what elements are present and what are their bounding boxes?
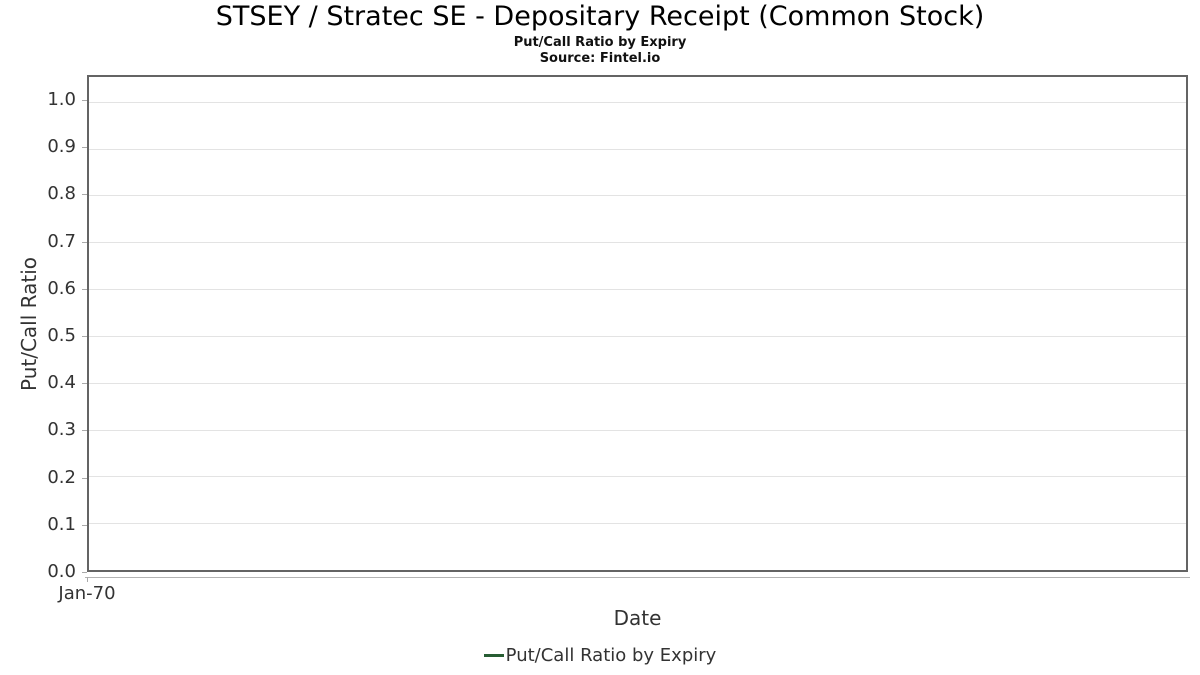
- y-tick-label: 0.8: [47, 183, 76, 205]
- gridline: [89, 101, 1186, 103]
- legend-line-swatch: [483, 654, 504, 657]
- y-tick-mark: [82, 336, 87, 337]
- legend-item: Put/Call Ratio by Expiry: [483, 645, 717, 666]
- gridline: [89, 289, 1186, 291]
- y-tick-label: 0.7: [47, 230, 76, 252]
- gridline: [89, 195, 1186, 197]
- gridline: [89, 242, 1186, 244]
- plot-area: [87, 75, 1188, 572]
- gridline: [89, 429, 1186, 431]
- y-tick-label: 0.0: [47, 561, 76, 583]
- x-tick-mark: [87, 577, 88, 582]
- gridline: [89, 335, 1186, 337]
- y-tick-mark: [82, 572, 87, 573]
- y-tick-mark: [82, 288, 87, 290]
- y-tick-mark: [82, 524, 87, 526]
- y-tick-mark: [82, 430, 87, 432]
- y-tick-label: 0.4: [47, 372, 76, 394]
- gridline: [89, 523, 1186, 525]
- chart-subtitle: Put/Call Ratio by Expiry: [513, 35, 687, 50]
- x-tick-label: Jan-70: [58, 583, 116, 604]
- y-tick-label: 1.0: [47, 89, 76, 111]
- y-tick-label: 0.3: [47, 419, 76, 441]
- y-tick-label: 0.5: [47, 325, 76, 347]
- x-axis: Jan-70: [58, 577, 1188, 607]
- gridline: [89, 382, 1186, 384]
- y-axis: 0.0 0.1 0.2 0.3 0.4 0.5 0.6 0.7 0.8 0.9 1.0: [0, 75, 87, 582]
- y-axis-title: Put/Call Ratio: [17, 256, 41, 392]
- y-tick-mark: [82, 383, 87, 385]
- y-tick-label: 0.9: [47, 136, 76, 158]
- y-tick-mark: [82, 100, 87, 101]
- chart-source-label: Source: Fintel.io: [539, 51, 661, 66]
- gridline: [89, 476, 1186, 478]
- chart-title: STSEY / Stratec SE - Depositary Receipt …: [215, 1, 985, 32]
- y-tick-label: 0.2: [47, 466, 76, 488]
- gridline: [89, 148, 1186, 150]
- x-axis-line: [85, 577, 1190, 578]
- y-tick-mark: [82, 147, 87, 149]
- y-tick-mark: [82, 477, 87, 479]
- legend: Put/Call Ratio by Expiry: [0, 645, 1200, 666]
- y-tick-label: 0.1: [47, 513, 76, 535]
- y-tick-mark: [82, 194, 87, 196]
- y-tick-mark: [82, 241, 87, 243]
- x-axis-title: Date: [613, 606, 662, 630]
- y-tick-label: 0.6: [47, 277, 76, 299]
- legend-label: Put/Call Ratio by Expiry: [505, 645, 717, 666]
